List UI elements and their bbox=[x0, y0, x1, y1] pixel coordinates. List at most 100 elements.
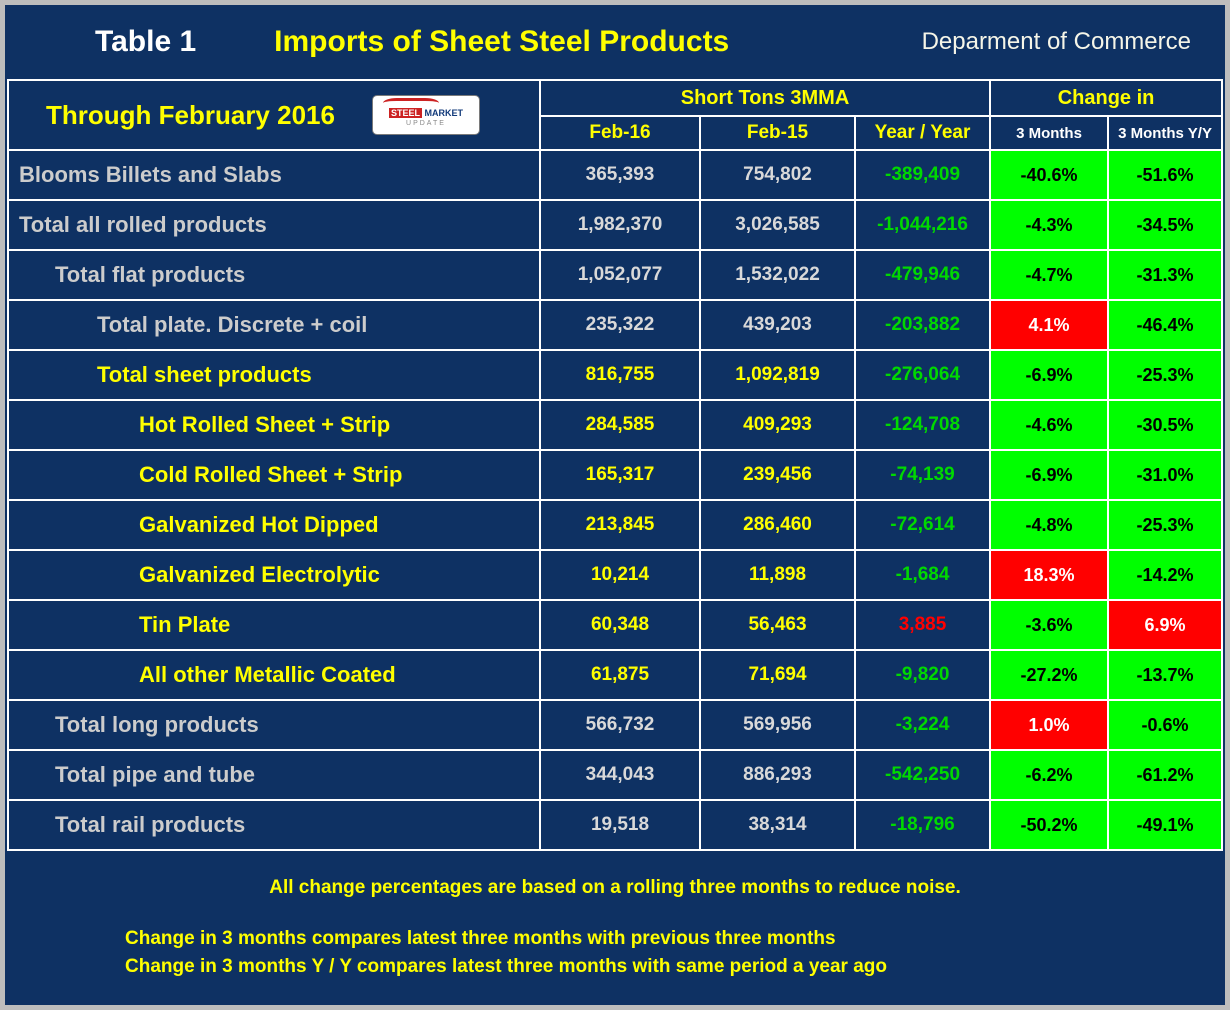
feb15-value: 754,802 bbox=[699, 149, 856, 201]
feb15-value: 439,203 bbox=[699, 299, 856, 351]
row-label: Total plate. Discrete + coil bbox=[7, 299, 541, 351]
table-row: Total sheet products 816,755 1,092,819 -276… bbox=[7, 349, 1224, 401]
column-header-row: Feb-16 Feb-15 Year / Year 3 Months 3 Mon… bbox=[8, 115, 1224, 151]
change-3-months-yy-value: -61.2% bbox=[1107, 749, 1224, 801]
change-3-months-yy-value: -31.0% bbox=[1107, 449, 1224, 501]
row-label: Total long products bbox=[7, 699, 541, 751]
group-header-change-in: Change in bbox=[989, 79, 1224, 117]
change-3-months-yy-value: -25.3% bbox=[1107, 349, 1224, 401]
col-header-3-months: 3 Months bbox=[989, 115, 1110, 151]
period-cell: Through February 2016 STEEL MARKET UPDAT… bbox=[7, 79, 541, 151]
imports-table: Through February 2016 STEEL MARKET UPDAT… bbox=[7, 79, 1224, 851]
row-label: Tin Plate bbox=[7, 599, 541, 651]
feb16-value: 60,348 bbox=[539, 599, 701, 651]
row-label: All other Metallic Coated bbox=[7, 649, 541, 701]
footnote-2: Change in 3 months compares latest three… bbox=[125, 928, 836, 949]
change-3-months-value: 1.0% bbox=[989, 699, 1110, 751]
feb16-value: 10,214 bbox=[539, 549, 701, 601]
logo-line1: STEEL MARKET bbox=[388, 108, 463, 119]
feb15-value: 3,026,585 bbox=[699, 199, 856, 251]
year-over-year-value: -3,224 bbox=[853, 699, 992, 751]
change-3-months-yy-value: -34.5% bbox=[1107, 199, 1224, 251]
table-row: Total flat products 1,052,077 1,532,022 -47… bbox=[7, 249, 1224, 301]
logo-update-text: UPDATE bbox=[406, 120, 446, 127]
feb15-value: 569,956 bbox=[699, 699, 856, 751]
title-bar: Table 1 Imports of Sheet Steel Products … bbox=[7, 5, 1223, 79]
feb15-value: 239,456 bbox=[699, 449, 856, 501]
row-label: Total sheet products bbox=[7, 349, 541, 401]
feb16-value: 1,982,370 bbox=[539, 199, 701, 251]
feb16-value: 235,322 bbox=[539, 299, 701, 351]
year-over-year-value: -124,708 bbox=[853, 399, 992, 451]
change-3-months-value: -4.8% bbox=[989, 499, 1110, 551]
feb15-value: 11,898 bbox=[699, 549, 856, 601]
feb15-value: 1,532,022 bbox=[699, 249, 856, 301]
table-row: Galvanized Electrolytic 10,214 11,898 -1,68… bbox=[7, 549, 1224, 601]
year-over-year-value: -1,684 bbox=[853, 549, 992, 601]
change-3-months-yy-value: 6.9% bbox=[1107, 599, 1224, 651]
change-3-months-yy-value: -13.7% bbox=[1107, 649, 1224, 701]
col-header-feb16: Feb-16 bbox=[539, 115, 701, 151]
year-over-year-value: -72,614 bbox=[853, 499, 992, 551]
table-row: Total long products 566,732 569,956 -3,224 1… bbox=[7, 699, 1224, 751]
logo-market-text: MARKET bbox=[424, 108, 463, 118]
col-header-feb15: Feb-15 bbox=[699, 115, 856, 151]
feb16-value: 61,875 bbox=[539, 649, 701, 701]
feb16-value: 816,755 bbox=[539, 349, 701, 401]
change-3-months-value: -4.6% bbox=[989, 399, 1110, 451]
change-3-months-yy-value: -30.5% bbox=[1107, 399, 1224, 451]
change-3-months-value: -40.6% bbox=[989, 149, 1110, 201]
year-over-year-value: -276,064 bbox=[853, 349, 992, 401]
table-header: Through February 2016 STEEL MARKET UPDAT… bbox=[7, 79, 1224, 151]
col-header-year-over-year: Year / Year bbox=[853, 115, 992, 151]
change-3-months-value: -50.2% bbox=[989, 799, 1110, 851]
feb15-value: 286,460 bbox=[699, 499, 856, 551]
table-row: All other Metallic Coated 61,875 71,694 -9,… bbox=[7, 649, 1224, 701]
change-3-months-value: -4.3% bbox=[989, 199, 1110, 251]
source-label: Deparment of Commerce bbox=[921, 28, 1191, 55]
group-header-short-tons: Short Tons 3MMA bbox=[538, 79, 992, 117]
feb15-value: 409,293 bbox=[699, 399, 856, 451]
footnotes: All change percentages are based on a ro… bbox=[7, 851, 1223, 981]
change-3-months-value: -3.6% bbox=[989, 599, 1110, 651]
change-3-months-value: 18.3% bbox=[989, 549, 1110, 601]
year-over-year-value: -479,946 bbox=[853, 249, 992, 301]
logo-steel-text: STEEL bbox=[388, 108, 422, 118]
feb16-value: 165,317 bbox=[539, 449, 701, 501]
feb15-value: 71,694 bbox=[699, 649, 856, 701]
change-3-months-value: -6.9% bbox=[989, 449, 1110, 501]
year-over-year-value: -9,820 bbox=[853, 649, 992, 701]
row-label: Cold Rolled Sheet + Strip bbox=[7, 449, 541, 501]
change-3-months-yy-value: -31.3% bbox=[1107, 249, 1224, 301]
row-label: Total all rolled products bbox=[7, 199, 541, 251]
table-row: Total pipe and tube 344,043 886,293 -542,25… bbox=[7, 749, 1224, 801]
feb15-value: 56,463 bbox=[699, 599, 856, 651]
smu-logo: STEEL MARKET UPDATE bbox=[372, 96, 479, 134]
report-panel: Table 1 Imports of Sheet Steel Products … bbox=[5, 5, 1225, 1005]
feb16-value: 566,732 bbox=[539, 699, 701, 751]
year-over-year-value: 3,885 bbox=[853, 599, 992, 651]
feb16-value: 1,052,077 bbox=[539, 249, 701, 301]
table-body: Blooms Billets and Slabs 365,393 754,802 -3… bbox=[7, 149, 1224, 851]
table-row: Hot Rolled Sheet + Strip 284,585 409,293 -1… bbox=[7, 399, 1224, 451]
feb16-value: 344,043 bbox=[539, 749, 701, 801]
page-title: Imports of Sheet Steel Products bbox=[274, 25, 730, 58]
table-row: Total rail products 19,518 38,314 -18,796 -5… bbox=[7, 799, 1224, 851]
table-row: Total all rolled products 1,982,370 3,026,… bbox=[7, 199, 1224, 251]
change-3-months-yy-value: -51.6% bbox=[1107, 149, 1224, 201]
col-header-3-months-yy: 3 Months Y/Y bbox=[1107, 115, 1224, 151]
year-over-year-value: -18,796 bbox=[853, 799, 992, 851]
change-3-months-value: -6.9% bbox=[989, 349, 1110, 401]
change-3-months-yy-value: -49.1% bbox=[1107, 799, 1224, 851]
change-3-months-value: -6.2% bbox=[989, 749, 1110, 801]
feb16-value: 365,393 bbox=[539, 149, 701, 201]
footnote-1: All change percentages are based on a ro… bbox=[269, 877, 961, 898]
year-over-year-value: -203,882 bbox=[853, 299, 992, 351]
table-row: Blooms Billets and Slabs 365,393 754,802 -3… bbox=[7, 149, 1224, 201]
feb15-value: 886,293 bbox=[699, 749, 856, 801]
table-row: Total plate. Discrete + coil 235,322 439,2… bbox=[7, 299, 1224, 351]
row-label: Total flat products bbox=[7, 249, 541, 301]
change-3-months-yy-value: -46.4% bbox=[1107, 299, 1224, 351]
row-label: Total rail products bbox=[7, 799, 541, 851]
row-label: Total pipe and tube bbox=[7, 749, 541, 801]
